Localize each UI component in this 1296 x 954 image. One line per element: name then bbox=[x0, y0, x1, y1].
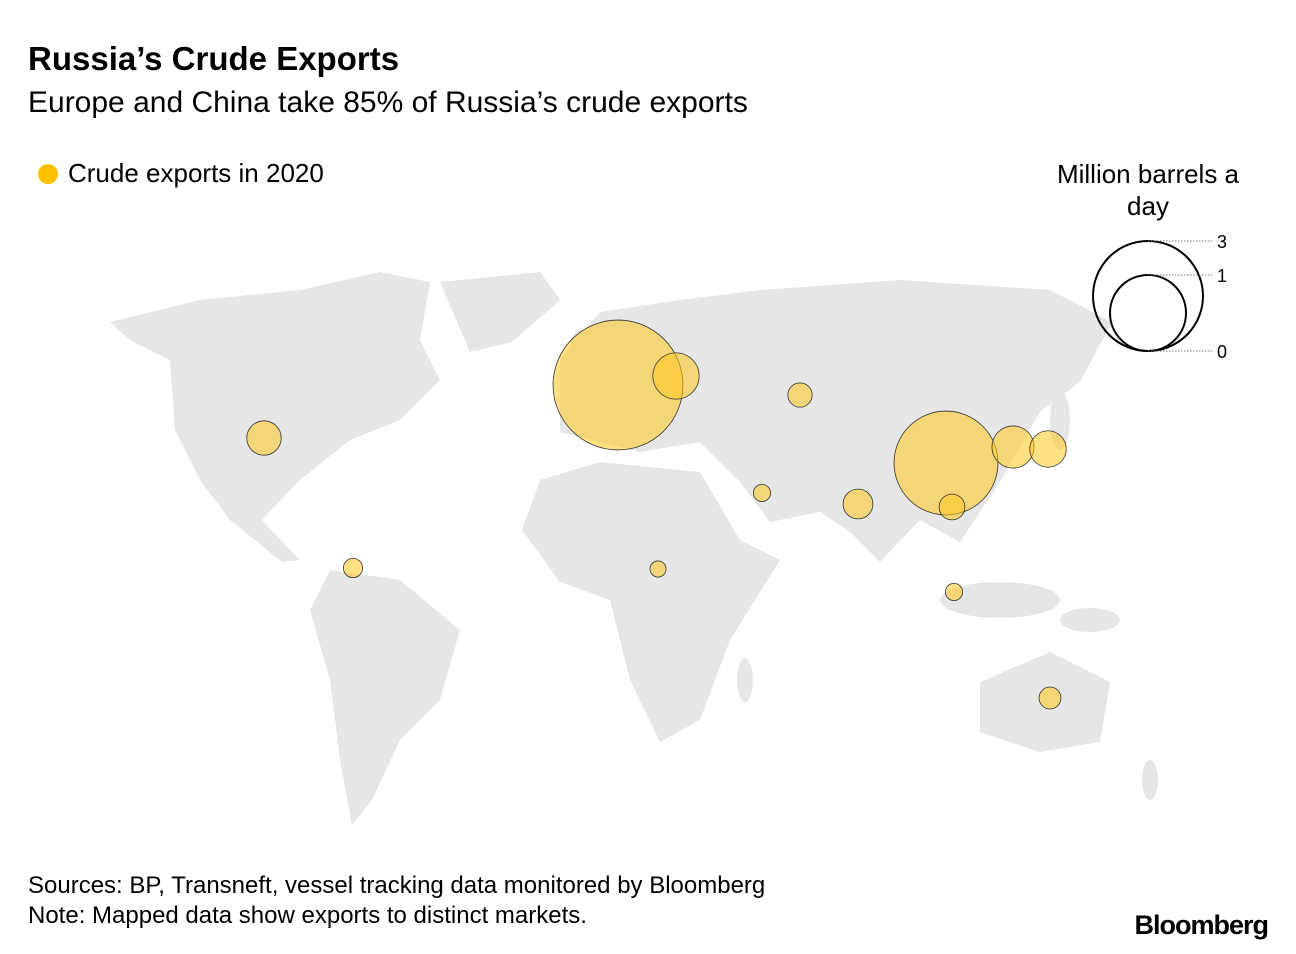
south-america bbox=[310, 570, 460, 825]
bloomberg-logo: Bloomberg bbox=[1134, 910, 1269, 940]
madagascar bbox=[737, 658, 753, 702]
note: Note: Mapped data show exports to distin… bbox=[28, 902, 587, 929]
greenland bbox=[440, 272, 560, 352]
size-legend-circle bbox=[1109, 274, 1187, 352]
size-legend-tick: 0 bbox=[1217, 342, 1227, 362]
size-legend: 3 1 0 bbox=[1092, 232, 1227, 362]
size-legend-circle bbox=[1092, 240, 1204, 352]
export-bubble bbox=[246, 420, 282, 456]
export-bubble bbox=[1029, 430, 1067, 468]
size-legend-tick: 3 bbox=[1217, 232, 1227, 252]
size-legend-tick: 1 bbox=[1217, 266, 1227, 286]
export-bubble bbox=[938, 493, 966, 521]
export-bubble bbox=[753, 483, 772, 502]
color-legend: Crude exports in 2020 bbox=[38, 158, 324, 189]
size-legend-title: Million barrels a day bbox=[1056, 159, 1240, 221]
export-bubble bbox=[652, 352, 700, 400]
chart-subtitle: Europe and China take 85% of Russia’s cr… bbox=[28, 86, 748, 119]
bubbles bbox=[246, 319, 1067, 710]
new-zealand bbox=[1142, 760, 1158, 800]
chart-title: Russia’s Crude Exports bbox=[28, 40, 400, 77]
export-bubble bbox=[945, 583, 964, 602]
legend-label: Crude exports in 2020 bbox=[68, 158, 324, 188]
indonesia bbox=[940, 582, 1060, 618]
north-america bbox=[110, 272, 440, 562]
export-bubble bbox=[1038, 686, 1062, 710]
africa bbox=[522, 462, 780, 742]
export-bubble bbox=[787, 382, 813, 408]
export-bubble bbox=[991, 425, 1035, 469]
legend-swatch bbox=[38, 163, 58, 184]
sources: Sources: BP, Transneft, vessel tracking … bbox=[28, 872, 766, 899]
export-bubble bbox=[342, 557, 364, 579]
new-guinea bbox=[1060, 608, 1120, 632]
export-bubble bbox=[842, 488, 874, 520]
export-bubble bbox=[649, 560, 667, 578]
